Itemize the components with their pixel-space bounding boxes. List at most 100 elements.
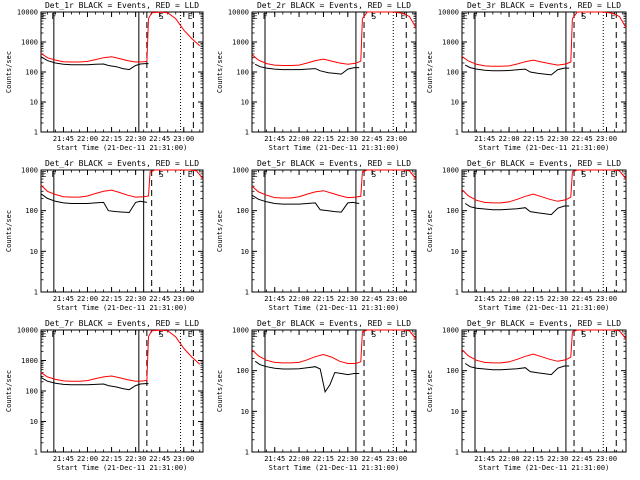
y-axis-label: Counts/sec xyxy=(426,51,434,93)
time-marker-F: F xyxy=(51,330,56,339)
y-tick-label: 1000 xyxy=(442,327,459,335)
x-tick-label: 22:45 xyxy=(149,455,170,463)
x-tick-label: 21:45 xyxy=(264,135,285,143)
y-tick-label: 1 xyxy=(34,449,38,457)
time-marker-E: E xyxy=(253,12,258,21)
chart-panel-7: Det_7r BLACK = Events, RED = LLD Counts/s… xyxy=(5,319,204,472)
y-tick-label: 10 xyxy=(30,248,38,256)
x-tick-label: 22:45 xyxy=(362,455,383,463)
series-events-line xyxy=(254,360,360,394)
series-events-line xyxy=(464,363,570,376)
time-marker-F: F xyxy=(263,330,268,339)
x-tick-label: 23:00 xyxy=(386,455,407,463)
series-events-line xyxy=(40,376,149,391)
panel-title: Det_6r BLACK = Events, RED = LLD xyxy=(467,159,621,168)
series-lld-line xyxy=(251,169,417,199)
y-tick-label: 1 xyxy=(245,129,249,137)
y-tick-label: 10 xyxy=(30,99,38,107)
x-tick-label: 22:30 xyxy=(125,135,146,143)
chart-panel-8: Det_8r BLACK = Events, RED = LLD Counts/s… xyxy=(216,319,417,472)
x-tick-label: 22:00 xyxy=(499,455,520,463)
y-tick-label: 1 xyxy=(34,129,38,137)
x-tick-label: 22:30 xyxy=(125,455,146,463)
series-lld-line xyxy=(461,169,627,204)
x-tick-label: 22:30 xyxy=(125,295,146,303)
series-lld-line xyxy=(40,329,201,382)
x-tick-label: 22:00 xyxy=(77,135,98,143)
x-tick-label: 22:45 xyxy=(149,135,170,143)
panel-title: Det_5r BLACK = Events, RED = LLD xyxy=(257,159,411,168)
chart-panel-2: Det_2r BLACK = Events, RED = LLD Counts/s… xyxy=(216,1,417,152)
x-tick-label: 22:45 xyxy=(362,135,383,143)
y-tick-label: 1 xyxy=(455,129,459,137)
y-tick-label: 10000 xyxy=(228,9,249,17)
x-tick-label: 22:15 xyxy=(101,295,122,303)
time-marker-E: E xyxy=(611,170,616,179)
x-tick-label: 22:30 xyxy=(547,455,568,463)
time-marker-E: E xyxy=(401,170,406,179)
y-axis-label: Counts/sec xyxy=(426,210,434,252)
x-tick-label: 22:45 xyxy=(572,455,593,463)
plot-frame xyxy=(461,11,627,133)
x-tick-label: 23:00 xyxy=(173,135,194,143)
x-tick-label: 22:15 xyxy=(313,455,334,463)
y-tick-label: 1000 xyxy=(21,167,38,175)
series-events-line xyxy=(254,63,360,75)
y-tick-label: 1000 xyxy=(232,39,249,47)
x-tick-label: 22:00 xyxy=(289,455,310,463)
y-tick-label: 1000 xyxy=(442,39,459,47)
x-tick-label: 23:00 xyxy=(173,295,194,303)
y-tick-label: 10000 xyxy=(17,327,38,335)
x-tick-label: 23:00 xyxy=(596,135,617,143)
panel-title: Det_3r BLACK = Events, RED = LLD xyxy=(467,1,621,10)
y-axis-label: Counts/sec xyxy=(216,51,224,93)
series-events-line xyxy=(40,56,149,71)
time-marker-S: S xyxy=(371,170,376,179)
x-tick-label: 22:30 xyxy=(337,295,358,303)
x-tick-label: 23:00 xyxy=(596,455,617,463)
series-lld-line xyxy=(40,169,204,198)
time-marker-E: E xyxy=(463,170,468,179)
x-tick-label: 22:00 xyxy=(289,295,310,303)
x-axis-label: Start Time (21-Dec-11 21:31:00) xyxy=(479,304,610,312)
y-tick-label: 10000 xyxy=(17,9,38,17)
plot-frame xyxy=(461,169,627,293)
y-tick-label: 100 xyxy=(236,207,249,215)
time-marker-E: E xyxy=(188,330,193,339)
y-tick-label: 100 xyxy=(446,367,459,375)
chart-panel-6: Det_6r BLACK = Events, RED = LLD Counts/s… xyxy=(426,159,627,312)
x-tick-label: 23:00 xyxy=(386,295,407,303)
y-tick-label: 100 xyxy=(25,207,38,215)
chart-panel-1: Det_1r BLACK = Events, RED = LLD Counts/s… xyxy=(5,1,204,152)
chart-panel-4: Det_4r BLACK = Events, RED = LLD Counts/s… xyxy=(5,159,204,312)
time-marker-E: E xyxy=(42,12,47,21)
time-marker-E: E xyxy=(401,330,406,339)
x-tick-label: 23:00 xyxy=(386,135,407,143)
x-tick-label: 22:15 xyxy=(523,455,544,463)
y-tick-label: 1000 xyxy=(21,357,38,365)
y-axis-label: Counts/sec xyxy=(216,210,224,252)
x-tick-label: 21:45 xyxy=(264,455,285,463)
plot-frame xyxy=(40,329,204,453)
time-marker-E: E xyxy=(188,170,193,179)
x-tick-label: 22:45 xyxy=(362,295,383,303)
y-tick-label: 1000 xyxy=(21,39,38,47)
x-tick-label: 22:30 xyxy=(547,295,568,303)
panel-title: Det_1r BLACK = Events, RED = LLD xyxy=(45,1,199,10)
x-tick-label: 22:15 xyxy=(313,135,334,143)
x-tick-label: 22:30 xyxy=(337,135,358,143)
y-tick-label: 10 xyxy=(30,418,38,426)
y-tick-label: 100 xyxy=(446,69,459,77)
y-tick-label: 1000 xyxy=(232,327,249,335)
y-tick-label: 1000 xyxy=(442,167,459,175)
y-tick-label: 10000 xyxy=(438,9,459,17)
x-tick-label: 22:00 xyxy=(499,295,520,303)
time-marker-E: E xyxy=(611,330,616,339)
x-tick-label: 22:45 xyxy=(149,295,170,303)
x-tick-label: 22:00 xyxy=(77,455,98,463)
x-tick-label: 22:15 xyxy=(523,295,544,303)
y-tick-label: 10 xyxy=(241,408,249,416)
y-tick-label: 1000 xyxy=(232,167,249,175)
panel-title: Det_8r BLACK = Events, RED = LLD xyxy=(257,319,411,328)
